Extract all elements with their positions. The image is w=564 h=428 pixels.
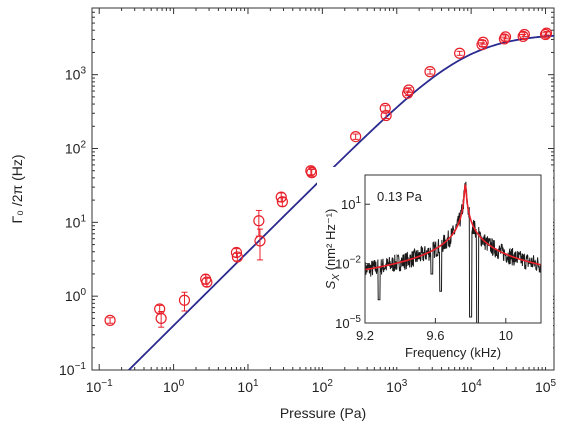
data-point: [477, 36, 489, 48]
data-point: [253, 215, 265, 227]
y-axis-label: Γ₀ /2π (Hz): [9, 154, 25, 223]
data-point: [379, 102, 391, 114]
data-point: [306, 167, 318, 179]
inset-annotation: 0.13 Pa: [377, 189, 423, 204]
inset-y-tick-label: 10−2: [335, 255, 361, 272]
data-point: [518, 28, 530, 41]
data-point: [230, 246, 243, 259]
data-point: [276, 196, 288, 208]
data-point: [539, 28, 552, 41]
data-point: [403, 84, 415, 96]
inset-spectrum: [365, 181, 541, 323]
data-point: [380, 109, 392, 122]
main-plot: 10−1 100 101 102 103 104 105 10−1 100 101 102 103 Pr…: [9, 7, 557, 421]
inset-x-axis-label: Frequency (kHz): [405, 345, 501, 360]
x-tick-label: 101: [237, 378, 259, 395]
x-tick-label: 104: [461, 378, 483, 395]
data-point: [350, 130, 362, 143]
data-point: [155, 312, 167, 324]
y-tick-label: 100: [65, 287, 87, 304]
inset-background: [317, 167, 553, 367]
y-tick-label: 103: [65, 66, 87, 83]
y-tick-label: 101: [65, 213, 87, 230]
inset-fit-line: [365, 184, 541, 271]
data-point: [231, 251, 243, 263]
x-tick-label: 103: [386, 378, 408, 395]
x-tick-label: 10−1: [86, 378, 113, 395]
x-axis-label: Pressure (Pa): [280, 405, 366, 421]
inset-frame: [364, 174, 542, 324]
data-point: [275, 191, 287, 203]
data-point: [499, 31, 512, 43]
data-point: [254, 235, 266, 247]
inset-y-tick-label: 10−5: [335, 314, 361, 331]
x-tick-label: 102: [312, 378, 334, 395]
plot-frame: [91, 7, 555, 371]
inset-plot: 9.2 9.6 10 10−5 10−2 101 Frequency (kHz) SX (nm…: [317, 167, 553, 367]
data-point: [498, 33, 511, 45]
y-tick-label: 102: [65, 140, 87, 157]
inset-y-axis-label: SX (nm² Hz⁻¹): [323, 209, 342, 290]
data-point: [178, 294, 191, 306]
inset-x-tick-label: 9.2: [356, 328, 374, 343]
inset-x-tick-label: 9.6: [426, 328, 444, 343]
data-point: [104, 314, 116, 326]
data-point: [517, 30, 529, 42]
inset-y-tick-label: 101: [341, 195, 361, 212]
x-tick-label: 105: [535, 378, 557, 395]
data-point: [424, 66, 436, 78]
data-point: [540, 27, 553, 39]
y-tick-label: 10−1: [59, 361, 86, 378]
data-point: [201, 276, 213, 288]
inset-x-tick-label: 10: [499, 328, 513, 343]
x-tick-label: 100: [163, 378, 185, 395]
data-point: [454, 47, 466, 59]
